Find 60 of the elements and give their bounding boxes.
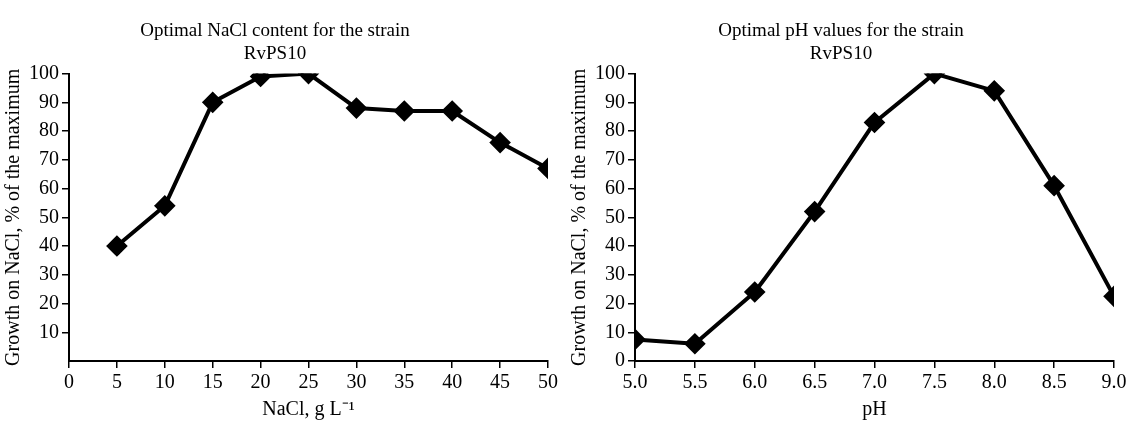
- point: [1044, 175, 1065, 196]
- y-tick-label: 20: [605, 290, 625, 313]
- point: [442, 100, 463, 121]
- x-axis-title: NaCl, g L⁻¹: [262, 397, 355, 421]
- x-tick-label: 50: [538, 370, 558, 393]
- x-tick-label: 20: [250, 370, 271, 393]
- x-tick-label: 5: [111, 370, 122, 393]
- x-tick-label: 10: [154, 370, 175, 393]
- y-tick-label: 70: [605, 147, 625, 170]
- y-tick-label: 10: [605, 319, 625, 342]
- x-tick-label: 6.5: [802, 370, 828, 393]
- point: [394, 100, 415, 121]
- y-tick-label: 40: [39, 233, 59, 256]
- x-tick-label: 6.0: [742, 370, 768, 393]
- y-tick-label: 20: [39, 290, 59, 313]
- point: [984, 80, 1005, 101]
- x-tick-label: 45: [490, 370, 511, 393]
- x-tick-label: 0: [64, 370, 74, 393]
- y-tick-label: 30: [39, 262, 59, 285]
- x-tick-label: 9.0: [1101, 370, 1127, 393]
- point: [744, 282, 765, 303]
- x-tick-label: 8.0: [981, 370, 1007, 393]
- x-tick-label: 35: [394, 370, 415, 393]
- x-tick-label: 7.5: [921, 370, 947, 393]
- y-tick-label: 10: [39, 319, 59, 342]
- x-tick-label: 30: [346, 370, 367, 393]
- y-tick-label: 90: [605, 89, 625, 112]
- y-tick-label: 80: [39, 118, 59, 141]
- y-tick-label: 60: [39, 175, 59, 198]
- y-tick-label: 40: [605, 233, 625, 256]
- x-tick-label: 40: [442, 370, 463, 393]
- x-tick-label: 25: [298, 370, 319, 393]
- x-tick-label: 5.5: [682, 370, 708, 393]
- y-tick-label: 70: [39, 147, 59, 170]
- chart-title: Optimal pH values for the strain RvPS10: [718, 19, 965, 64]
- x-tick-label: 7.0: [862, 370, 887, 393]
- y-tick-label: 50: [605, 204, 625, 227]
- point: [154, 195, 175, 216]
- x-tick-label: 8.5: [1041, 370, 1067, 393]
- y-tick-label: 100: [595, 60, 625, 83]
- y-tick-label: 30: [605, 262, 625, 285]
- y-tick-label: 60: [605, 175, 625, 198]
- point: [346, 98, 367, 119]
- x-tick-label: 15: [202, 370, 223, 393]
- y-tick-label: 100: [29, 60, 59, 83]
- y-tick-label: 90: [39, 89, 59, 112]
- y-axis-title: Growth on NaCl, % of the maximum: [1, 68, 24, 366]
- point: [490, 132, 511, 153]
- point: [864, 112, 885, 133]
- y-tick-label: 50: [39, 204, 59, 227]
- x-axis-title: pH: [862, 397, 887, 421]
- point: [106, 236, 127, 257]
- y-axis-title: Growth on NaCl, % of the maximum: [567, 68, 590, 366]
- point: [202, 92, 223, 113]
- point: [684, 333, 705, 354]
- y-tick-label: 0: [615, 348, 625, 371]
- x-tick-label: 5.0: [622, 370, 648, 393]
- point: [804, 201, 825, 222]
- y-tick-label: 80: [605, 118, 625, 141]
- chart-title: Optimal NaCl content for the strain RvPS10: [140, 19, 411, 64]
